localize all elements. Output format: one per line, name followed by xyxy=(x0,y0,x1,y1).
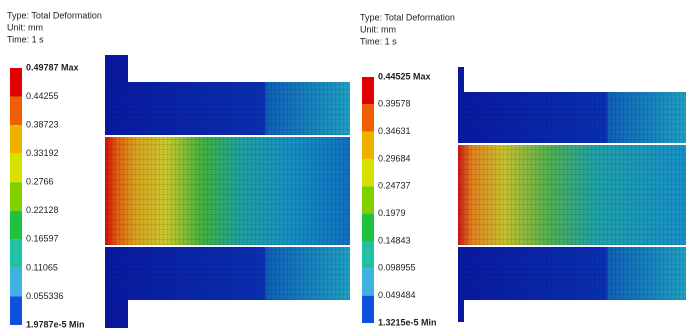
legend-label: 1.3215e-5 Min xyxy=(378,317,437,327)
legend-label: 0.49787 Max xyxy=(26,62,79,72)
legend-swatch xyxy=(10,211,22,240)
legend-label: 0.44255 xyxy=(26,91,59,101)
header-line: Unit: mm xyxy=(7,22,43,32)
legend-label: 0.34631 xyxy=(378,126,411,136)
legend-swatch xyxy=(10,154,22,183)
legend-label: 0.16597 xyxy=(26,234,59,244)
legend-swatch xyxy=(362,268,374,295)
legend-label: 0.055336 xyxy=(26,291,64,301)
model-right xyxy=(458,67,686,322)
legend-swatch xyxy=(362,214,374,241)
legend-label: 0.11065 xyxy=(26,262,58,272)
legend-swatch xyxy=(362,77,374,104)
legend-label: 0.24737 xyxy=(378,181,411,191)
legend-label: 0.29684 xyxy=(378,153,411,163)
legend-swatch xyxy=(10,296,22,325)
legend-label: 0.098955 xyxy=(378,263,416,273)
legend-swatch xyxy=(10,68,22,97)
legend-swatch xyxy=(362,132,374,159)
screenshot: Type: Total Deformation Unit: mm Time: 1 s… xyxy=(0,0,686,332)
legend-label: 1.9787e-5 Min xyxy=(26,319,85,329)
header-line: Time: 1 s xyxy=(360,36,397,46)
legend-swatch xyxy=(10,97,22,126)
legend-label: 0.38723 xyxy=(26,119,59,129)
legend-swatch xyxy=(10,182,22,211)
model-left xyxy=(105,55,350,328)
header-line: Type: Total Deformation xyxy=(360,12,455,22)
legend-swatch xyxy=(10,268,22,297)
legend-swatch xyxy=(362,296,374,323)
legend-label: 0.44525 Max xyxy=(378,71,431,81)
legend-swatch xyxy=(10,239,22,268)
legend-label: 0.049484 xyxy=(378,290,416,300)
header-line: Time: 1 s xyxy=(7,34,44,44)
header-line: Type: Total Deformation xyxy=(7,10,102,20)
legend-label: 0.2766 xyxy=(26,177,54,187)
legend-label: 0.22128 xyxy=(26,205,59,215)
legend-swatch xyxy=(362,104,374,131)
legend-label: 0.39578 xyxy=(378,99,411,109)
legend-swatch xyxy=(362,241,374,268)
legend-label: 0.1979 xyxy=(378,208,406,218)
legend-swatch xyxy=(362,159,374,186)
legend-swatch xyxy=(10,125,22,154)
legend-label: 0.14843 xyxy=(378,235,411,245)
legend-label: 0.33192 xyxy=(26,148,59,158)
header-line: Unit: mm xyxy=(360,24,396,34)
legend-swatch xyxy=(362,186,374,213)
